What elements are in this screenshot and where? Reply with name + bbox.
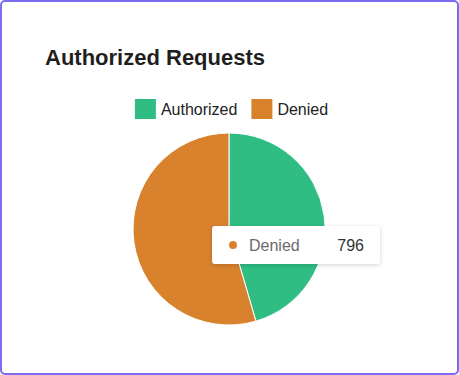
legend: Authorized Denied xyxy=(135,99,328,119)
legend-label: Denied xyxy=(277,101,328,118)
legend-label: Authorized xyxy=(161,101,238,118)
tooltip-value: 796 xyxy=(337,237,364,254)
legend-swatch xyxy=(135,99,156,119)
tooltip: Denied 796 xyxy=(212,226,380,264)
tooltip-marker xyxy=(229,241,237,249)
card-frame xyxy=(1,1,458,374)
tooltip-box xyxy=(212,226,380,264)
chart-title: Authorized Requests xyxy=(45,45,265,70)
legend-item[interactable]: Denied xyxy=(251,99,328,119)
tooltip-label: Denied xyxy=(249,237,300,254)
legend-swatch xyxy=(251,99,272,119)
legend-item[interactable]: Authorized xyxy=(135,99,238,119)
